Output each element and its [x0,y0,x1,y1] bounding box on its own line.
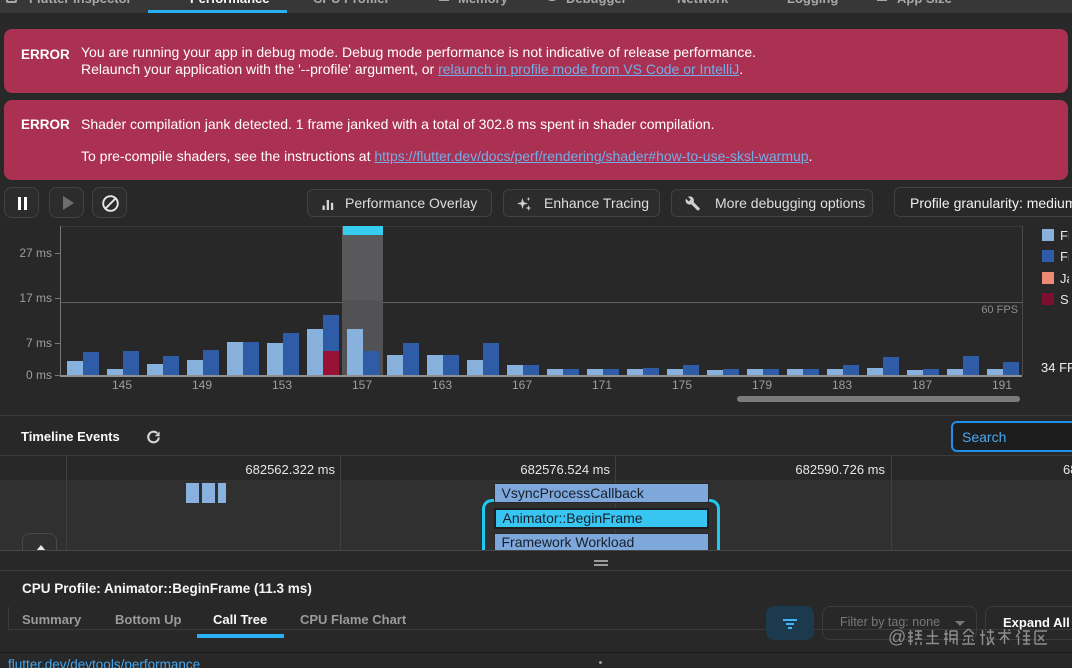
svg-text:@: @ [888,627,906,647]
